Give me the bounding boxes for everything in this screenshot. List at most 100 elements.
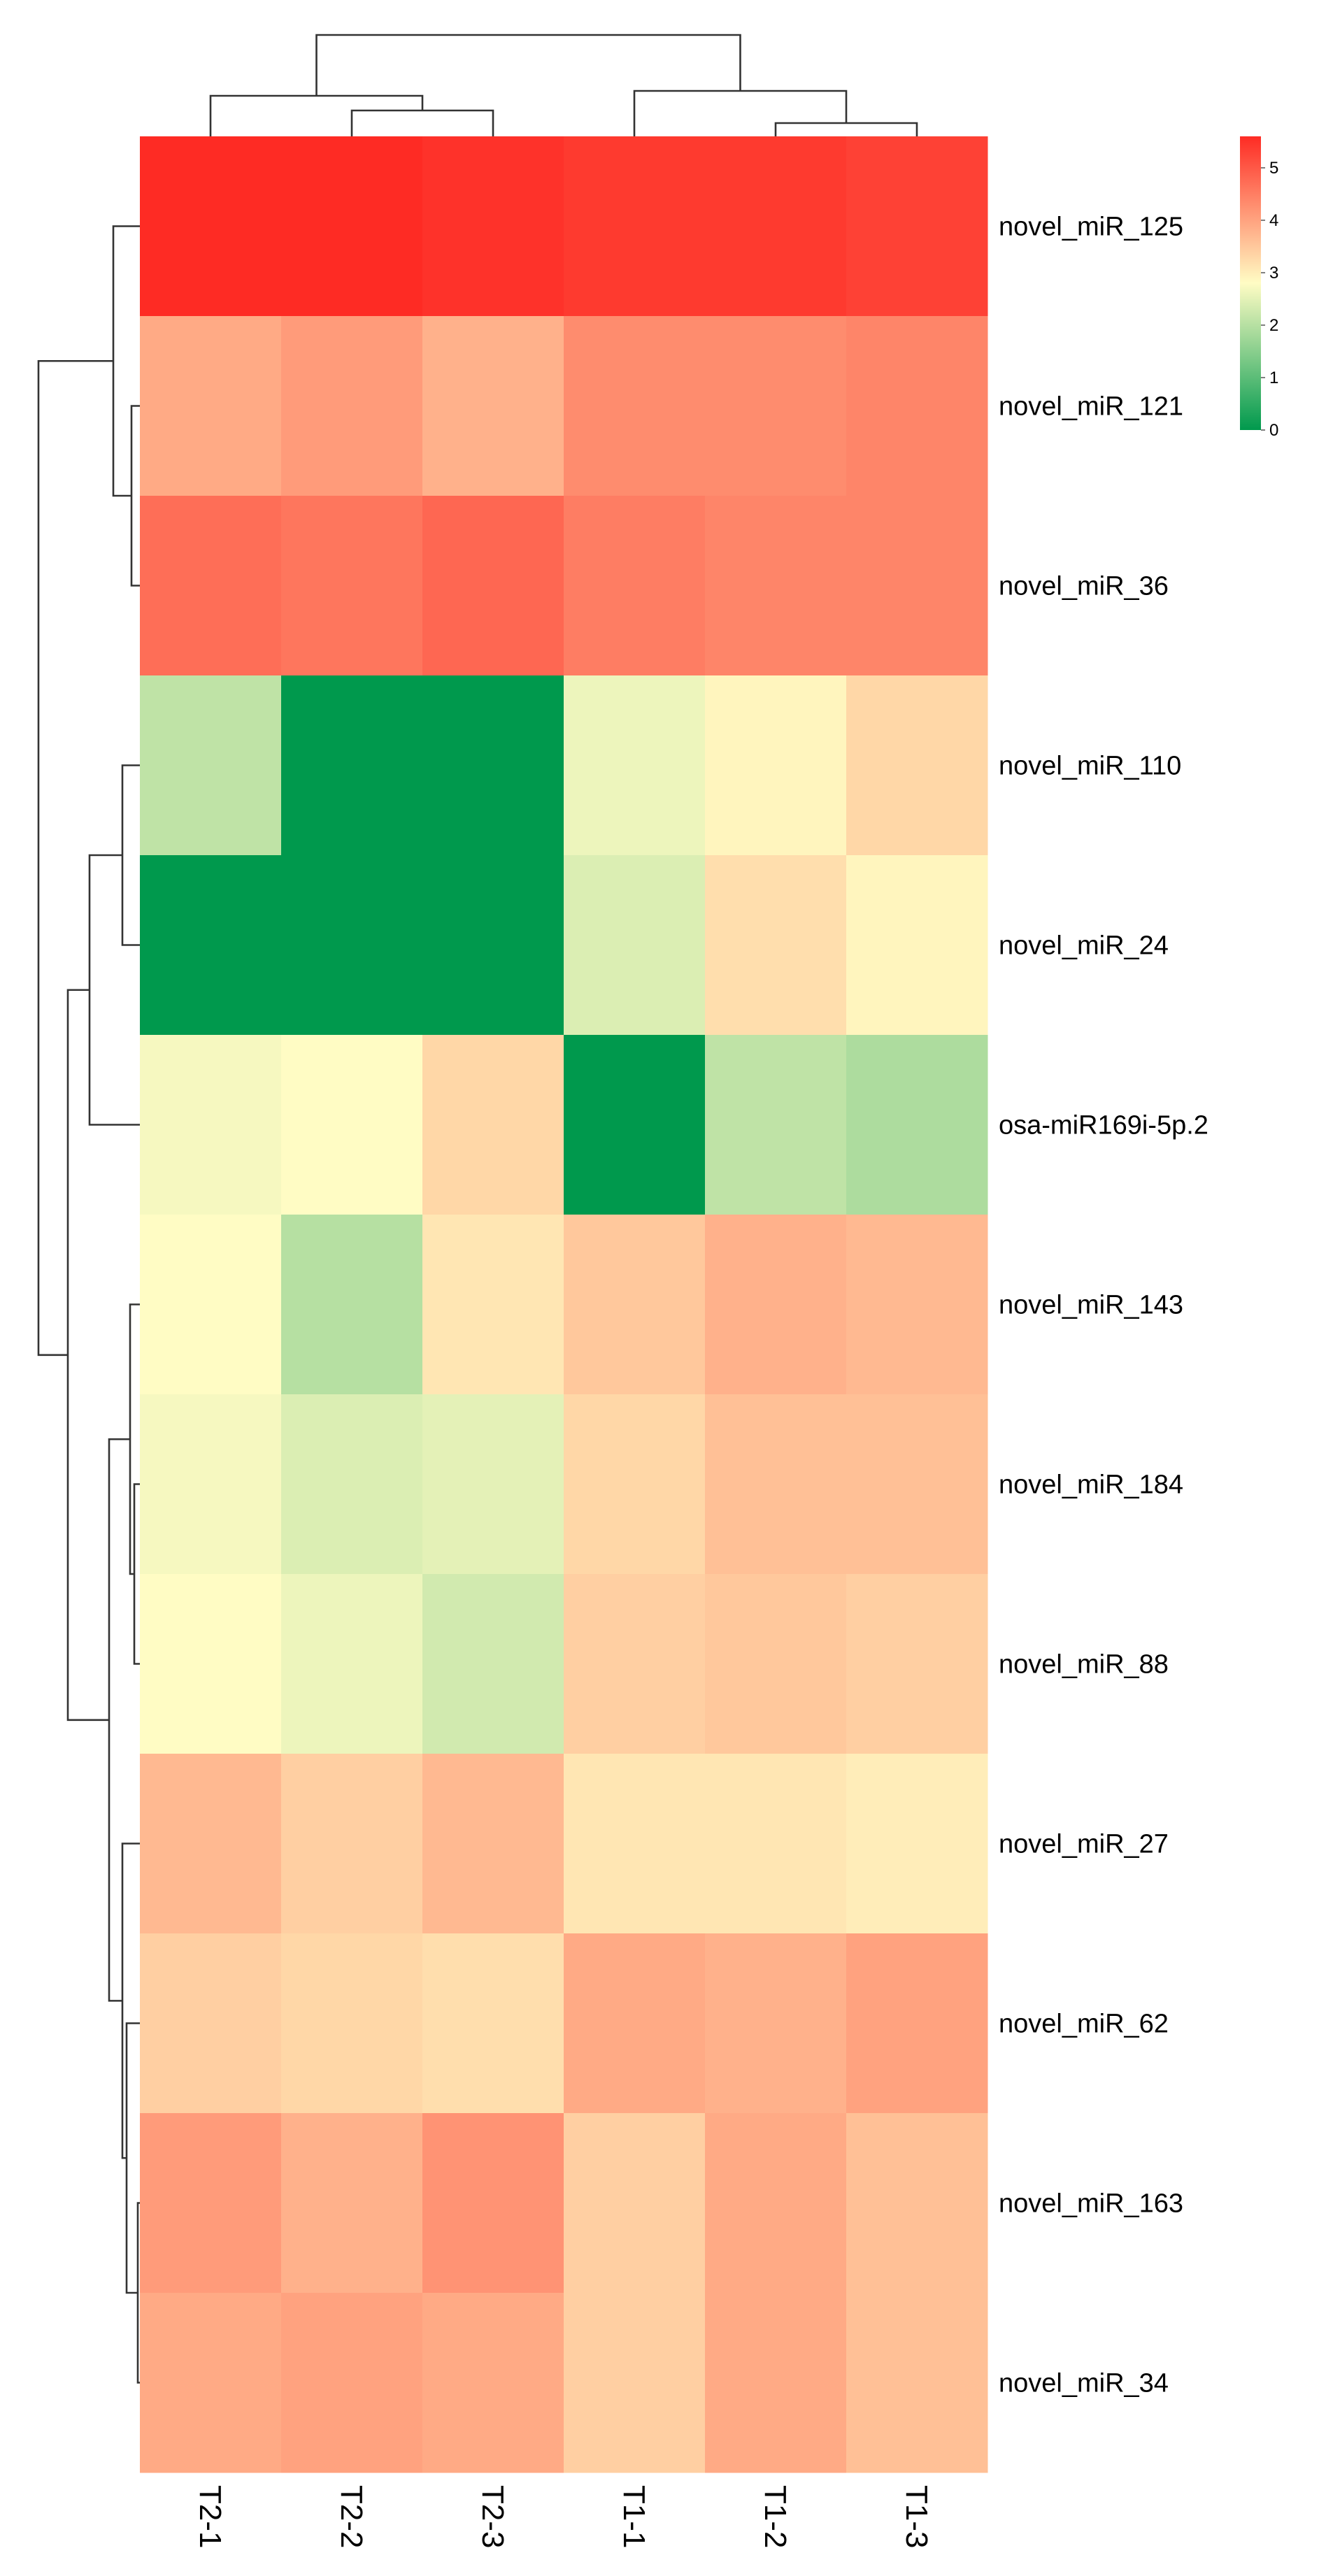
heatmap-cell	[140, 2113, 282, 2294]
dendrogram-link	[66, 989, 109, 1722]
heatmap-cell	[564, 1394, 706, 1575]
dendrogram-link	[209, 94, 424, 136]
heatmap-cell	[140, 675, 282, 856]
heatmap-cell	[281, 2293, 423, 2473]
column-labels: T2-1 T2-2 T2-3 T1-1 T1-2 T1-3	[193, 2485, 934, 2548]
heatmap-cell	[846, 1035, 988, 1215]
heatmap-cell	[705, 1754, 847, 1934]
row-label: novel_miR_125	[999, 213, 1183, 242]
heatmap-cell	[281, 2113, 423, 2294]
heatmap-cell	[705, 1933, 847, 2114]
heatmap-cell	[564, 2293, 706, 2473]
heatmap-cell	[281, 316, 423, 496]
dendrogram-link	[133, 1483, 140, 1665]
heatmap-cell	[281, 1933, 423, 2114]
heatmap-cell	[281, 1035, 423, 1215]
heatmap-cell	[422, 1394, 564, 1575]
heatmap-cell	[846, 316, 988, 496]
heatmap-cell	[281, 1394, 423, 1575]
heatmap-cell	[140, 1933, 282, 2114]
heatmap-cell	[140, 2293, 282, 2473]
heatmap-cell	[846, 496, 988, 676]
heatmap-cell	[140, 1035, 282, 1215]
legend-tick-label: 5	[1269, 159, 1278, 178]
heatmap-cell	[564, 1574, 706, 1754]
dendrogram-link	[774, 122, 918, 136]
heatmap-cell	[846, 1394, 988, 1575]
dendrogram-link	[350, 109, 494, 136]
legend-colorbar	[1240, 136, 1261, 430]
heatmap-cell	[422, 1215, 564, 1395]
heatmap-cell	[564, 1754, 706, 1934]
row-label: novel_miR_163	[999, 2189, 1183, 2219]
heatmap-cell	[140, 1574, 282, 1754]
heatmap-cell	[422, 2293, 564, 2473]
heatmap-cell	[422, 1574, 564, 1754]
row-label: novel_miR_184	[999, 1471, 1183, 1500]
heatmap-cell	[564, 2113, 706, 2294]
heatmap-cell	[846, 855, 988, 1036]
column-label: T2-2	[334, 2485, 369, 2548]
heatmap-cell	[422, 316, 564, 496]
heatmap-cell	[846, 2293, 988, 2473]
dendrogram-link	[633, 90, 848, 136]
heatmap-cell	[846, 675, 988, 856]
heatmap-cell	[281, 136, 423, 317]
heatmap-cell	[705, 1574, 847, 1754]
legend-tick-label: 2	[1269, 316, 1278, 335]
heatmap-cell	[281, 675, 423, 856]
heatmap-cell	[281, 855, 423, 1036]
heatmap-cell	[705, 855, 847, 1036]
dendrogram-link	[88, 854, 140, 1126]
row-label: novel_miR_34	[999, 2369, 1169, 2398]
heatmap-cell	[705, 1215, 847, 1395]
heatmap-cell	[422, 136, 564, 317]
heatmap-cell	[846, 1754, 988, 1934]
row-label: novel_miR_88	[999, 1650, 1169, 1680]
heatmap-cell	[140, 1215, 282, 1395]
legend-tick-label: 3	[1269, 264, 1278, 282]
heatmap-cell	[564, 316, 706, 496]
heatmap-cell	[140, 316, 282, 496]
dendrogram-link	[112, 225, 140, 497]
heatmap-cell	[422, 496, 564, 676]
column-label: T1-2	[758, 2485, 792, 2548]
row-label: novel_miR_27	[999, 1830, 1169, 1859]
heatmap-cell	[281, 496, 423, 676]
heatmap-cell	[705, 2113, 847, 2294]
row-label: novel_miR_36	[999, 572, 1169, 601]
row-labels: novel_miR_125 novel_miR_121 novel_miR_36no…	[999, 213, 1209, 2398]
dendrogram-link	[130, 405, 140, 587]
heatmap-cell	[846, 1215, 988, 1395]
heatmap-cell	[705, 675, 847, 856]
heatmap-cell	[422, 1754, 564, 1934]
dendrogram-link	[108, 1438, 130, 2002]
heatmap-cell	[422, 855, 564, 1036]
heatmap-cell	[846, 2113, 988, 2294]
legend-tick-label: 4	[1269, 211, 1278, 230]
heatmap-cell	[564, 136, 706, 317]
row-label: novel_miR_24	[999, 931, 1169, 961]
heatmap-cell	[140, 1754, 282, 1934]
heatmap-cell	[705, 2293, 847, 2473]
heatmap-cell	[422, 1035, 564, 1215]
heatmap-cell	[564, 496, 706, 676]
column-label: T2-1	[193, 2485, 227, 2548]
heatmap-cell	[846, 1933, 988, 2114]
heatmap-cell	[140, 1394, 282, 1575]
heatmap-cell	[140, 136, 282, 317]
dendrogram-link	[37, 359, 113, 1357]
heatmap-cell	[140, 496, 282, 676]
row-dendrogram	[37, 225, 140, 2384]
row-label: novel_miR_62	[999, 2010, 1169, 2039]
heatmap-cell	[422, 2113, 564, 2294]
heatmap-cell	[564, 1035, 706, 1215]
row-label: osa-miR169i-5p.2	[999, 1111, 1209, 1140]
heatmap-cell	[564, 855, 706, 1036]
heatmap-cell	[705, 316, 847, 496]
dendrogram-link	[315, 34, 741, 96]
heatmap-cell	[705, 496, 847, 676]
legend-tick-label: 1	[1269, 368, 1278, 387]
heatmap-cells	[140, 136, 988, 2473]
dendrogram-link	[121, 764, 140, 946]
